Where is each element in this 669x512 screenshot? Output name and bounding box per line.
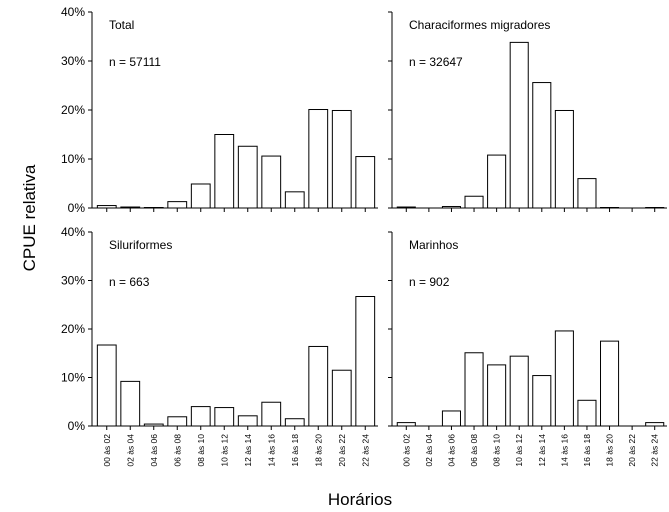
bar-8 [261, 401, 282, 427]
x-tick-label: 00 às 02 [102, 434, 112, 467]
x-tick-label: 02 às 04 [125, 434, 135, 467]
panel-title: Marinhos [409, 238, 458, 252]
x-tick-label: 08 às 10 [196, 434, 206, 467]
bar-1 [96, 344, 117, 427]
bar-4 [167, 416, 188, 427]
bar-9 [284, 418, 305, 427]
bar-9 [577, 399, 597, 427]
panel-n-annotation: n = 663 [109, 275, 150, 289]
x-tick-label: 18 às 20 [605, 434, 615, 467]
x-tick-label: 10 às 12 [514, 434, 524, 467]
y-tick-label: 10% [61, 152, 85, 166]
bar-3 [441, 410, 461, 427]
bar-1 [396, 422, 416, 427]
bar-10 [600, 340, 620, 427]
bar-8 [261, 155, 282, 209]
x-tick-label: 16 às 18 [582, 434, 592, 467]
panel-title: Total [109, 18, 134, 32]
x-tick-label: 14 às 16 [266, 434, 276, 467]
bar-2 [120, 206, 141, 209]
bar-7 [532, 375, 552, 427]
bar-6 [214, 407, 235, 427]
y-tick-label: 40% [61, 5, 85, 19]
bar-12 [355, 296, 376, 427]
bar-7 [532, 82, 552, 209]
x-axis-label: Horários [328, 490, 392, 509]
x-tick-label: 06 às 08 [469, 434, 479, 467]
bar-12 [355, 156, 376, 209]
bar-2 [120, 380, 141, 427]
y-tick-label: 0% [68, 419, 86, 433]
x-tick-label: 18 às 20 [313, 434, 323, 467]
bar-4 [464, 195, 484, 209]
bar-9 [577, 178, 597, 209]
x-tick-label: 06 às 08 [172, 434, 182, 467]
y-tick-label: 40% [61, 225, 85, 239]
bar-3 [143, 423, 164, 427]
x-tick-label: 12 às 14 [243, 434, 253, 467]
x-tick-label: 14 às 16 [559, 434, 569, 467]
bar-3 [143, 207, 164, 209]
y-tick-label: 30% [61, 274, 85, 288]
x-tick-label: 10 às 12 [219, 434, 229, 467]
bar-8 [554, 330, 574, 427]
x-tick-label: 20 às 22 [627, 434, 637, 467]
bar-5 [190, 406, 211, 427]
bar-1 [96, 205, 117, 209]
x-tick-label: 04 às 06 [149, 434, 159, 467]
x-tick-label: 02 às 04 [424, 434, 434, 467]
chart-panel-2: Characiformes migradores n = 32647 [388, 11, 667, 212]
chart-panel-1: 0% 10% 20% 30% 40% Total n = 57111 [61, 5, 378, 215]
bar-10 [600, 207, 620, 209]
bar-11 [331, 109, 352, 209]
chart-panels: 0% 10% 20% 30% 40% Total n = 57111 Characiforme… [61, 5, 667, 467]
x-tick-label: 16 às 18 [290, 434, 300, 467]
bar-12 [645, 422, 665, 427]
bar-1 [396, 206, 416, 209]
bar-5 [487, 364, 507, 427]
x-tick-label: 20 às 22 [337, 434, 347, 467]
x-tick-label: 00 às 02 [401, 434, 411, 467]
chart-panel-4: 00 às 02 02 às 04 04 às 06 06 às 08 08 às 10… [388, 231, 667, 467]
bar-6 [509, 355, 529, 427]
bar-12 [645, 207, 665, 209]
y-axis-label: CPUE relativa [20, 164, 39, 271]
y-tick-label: 0% [68, 201, 86, 215]
x-tick-label: 22 às 24 [650, 434, 660, 467]
chart-panel-3: 0% 10% 20% 30% 40% 00 às 02 02 às 04 04 às 06 06… [61, 225, 378, 467]
x-tick-label: 04 às 06 [446, 434, 456, 467]
panel-title: Characiformes migradores [409, 18, 550, 32]
bar-10 [308, 345, 329, 427]
x-tick-label: 22 às 24 [360, 434, 370, 467]
bar-9 [284, 191, 305, 209]
y-tick-label: 20% [61, 322, 85, 336]
bar-10 [308, 109, 329, 209]
x-tick-label: 08 às 10 [492, 434, 502, 467]
bar-4 [464, 352, 484, 427]
y-tick-label: 30% [61, 54, 85, 68]
bar-4 [167, 201, 188, 209]
y-tick-label: 20% [61, 103, 85, 117]
panel-n-annotation: n = 57111 [109, 55, 161, 69]
panel-title: Siluriformes [109, 238, 172, 252]
bar-6 [214, 134, 235, 209]
bar-11 [331, 369, 352, 427]
bar-3 [441, 206, 461, 209]
y-tick-label: 10% [61, 371, 85, 385]
panel-n-annotation: n = 902 [409, 275, 450, 289]
bar-6 [509, 41, 529, 209]
x-tick-label: 12 às 14 [537, 434, 547, 467]
panel-n-annotation: n = 32647 [409, 55, 463, 69]
bar-7 [237, 145, 258, 209]
bar-7 [237, 415, 258, 427]
bar-8 [554, 109, 574, 209]
bar-5 [190, 183, 211, 209]
bar-5 [487, 154, 507, 209]
